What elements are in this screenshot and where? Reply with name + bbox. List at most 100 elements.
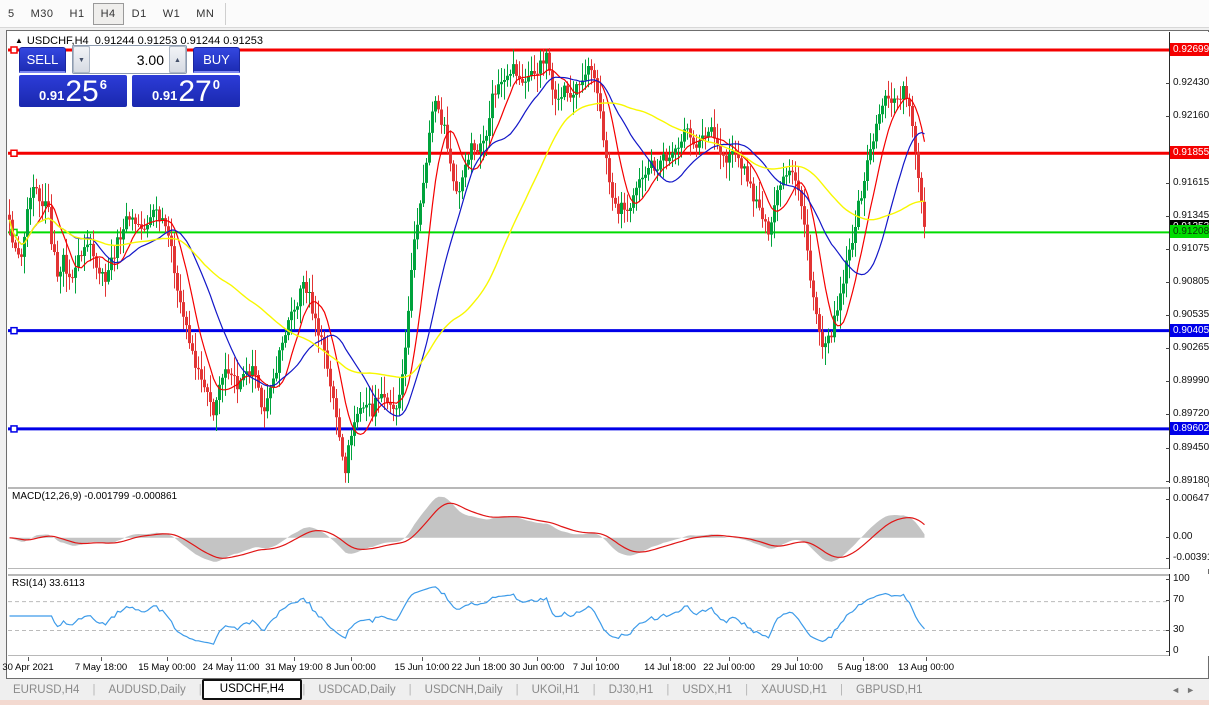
time-axis[interactable]: 30 Apr 2021 7 May 18:00 15 May 00:00 24 May…	[2, 657, 1169, 678]
time-tick	[167, 657, 168, 661]
time-label: 30 Apr 2021	[2, 662, 54, 673]
tab-usdchf-h4[interactable]: USDCHF,H4	[201, 678, 303, 700]
rsi-pane[interactable]: RSI(14) 33.6113	[8, 574, 1169, 656]
tab-usdcnh-daily[interactable]: USDCNH,Daily	[424, 684, 503, 696]
price-tickmark	[1166, 115, 1170, 117]
price-chart-canvas[interactable]	[8, 32, 1169, 483]
moving-average-line	[8, 68, 926, 436]
price-axis-label: 0.90805	[1173, 275, 1209, 287]
buy-price-big: 27	[178, 75, 212, 108]
timeframe-button-h1[interactable]: H1	[69, 8, 85, 20]
price-tickmark	[1166, 381, 1170, 383]
time-label: 22 Jun 18:00	[451, 662, 507, 673]
tab-scroll-left-icon[interactable]: ◄	[1171, 685, 1187, 695]
line-handle[interactable]	[10, 326, 18, 335]
macd-pane[interactable]: MACD(12,26,9) -0.001799 -0.000861	[8, 487, 1169, 569]
time-tick	[729, 657, 730, 661]
moving-average-line	[8, 102, 925, 379]
price-tickmark	[1166, 182, 1170, 184]
collapse-triangle-icon[interactable]: ▲	[15, 36, 23, 45]
price-tickmark	[1166, 447, 1170, 449]
rsi-tickmark	[1166, 651, 1170, 652]
time-label: 31 May 19:00	[265, 662, 323, 673]
sell-price-big: 25	[65, 75, 99, 108]
buy-price-display[interactable]: 0.91 27 0	[132, 75, 240, 107]
price-axis-label: 0.91615	[1173, 176, 1209, 188]
rsi-axis-label: 100	[1173, 573, 1190, 584]
price-tickmark	[1166, 314, 1170, 316]
price-axis-label: 0.89180	[1173, 474, 1209, 486]
tab-eurusd-h4[interactable]: EURUSD,H4	[13, 684, 80, 696]
tab-dj30-h1[interactable]: DJ30,H1	[608, 684, 654, 696]
time-tick	[537, 657, 538, 661]
price-tickmark	[1166, 82, 1170, 84]
price-axis-label: 0.89720	[1173, 408, 1209, 420]
timeframe-button-5[interactable]: 5	[8, 8, 15, 20]
price-axis-label: 0.92160	[1173, 109, 1209, 121]
price-axis[interactable]: 0.92430 0.92160 0.91615 0.91345 0.91075 0.908…	[1166, 32, 1209, 486]
timeframe-button-mn[interactable]: MN	[196, 8, 215, 20]
line-handle[interactable]	[10, 425, 18, 433]
price-tickmark	[1166, 414, 1170, 416]
rsi-tickmark	[1166, 579, 1170, 580]
macd-axis[interactable]: 0.00647 0.00 -0.003916	[1166, 487, 1209, 569]
time-tick	[422, 657, 423, 661]
rsi-axis-label: 70	[1173, 594, 1185, 605]
rsi-line	[9, 586, 925, 645]
chart-ohlc-values: 0.91244 0.91253 0.91244 0.91253	[94, 35, 263, 47]
main-chart-pane[interactable]: ▲ USDCHF,H4 0.91244 0.91253 0.91244 0.912…	[8, 32, 1169, 483]
volume-decrease-button[interactable]: ▼	[73, 46, 90, 73]
sell-price-pip: 6	[99, 77, 107, 92]
tab-separator: |	[745, 684, 749, 696]
volume-increase-button[interactable]: ▲	[169, 46, 186, 73]
volume-input[interactable]	[90, 46, 169, 73]
one-click-trade-panel: SELL ▼ ▲ BUY 0.91 25 6 0.91 27 0	[11, 45, 241, 107]
time-label: 7 May 18:00	[74, 662, 128, 673]
tab-usdcad-daily[interactable]: USDCAD,Daily	[318, 684, 396, 696]
time-label: 29 Jul 10:00	[771, 662, 823, 673]
bottom-strip	[0, 700, 1209, 705]
candle-wicks-up	[24, 49, 904, 483]
time-label: 13 Aug 00:00	[898, 662, 954, 673]
candle-wicks-down	[9, 48, 925, 483]
macd-histogram	[9, 496, 925, 562]
macd-axis-label: -0.003916	[1173, 552, 1209, 563]
price-tickmark	[1166, 347, 1170, 349]
timeframe-button-w1[interactable]: W1	[162, 8, 181, 20]
macd-axis-label: 0.00647	[1173, 493, 1209, 504]
timeframe-button-d1[interactable]: D1	[131, 8, 147, 20]
line-handle[interactable]	[10, 149, 18, 158]
line-handle[interactable]	[10, 46, 18, 54]
buy-price-prefix: 0.91	[152, 88, 178, 103]
time-tick	[294, 657, 295, 661]
tab-separator: |	[198, 684, 202, 696]
tab-separator: |	[592, 684, 596, 696]
sell-button[interactable]: SELL	[19, 47, 66, 73]
tab-scroll-right-icon[interactable]: ►	[1186, 685, 1201, 695]
buy-button[interactable]: BUY	[193, 47, 240, 73]
time-tick	[926, 657, 927, 661]
price-axis-highlight-label: 0.91855	[1170, 146, 1209, 160]
time-tick	[351, 657, 352, 661]
sell-price-display[interactable]: 0.91 25 6	[19, 75, 127, 107]
volume-stepper: ▼ ▲	[72, 45, 187, 74]
macd-indicator-label: MACD(12,26,9) -0.001799 -0.000861	[12, 491, 178, 502]
tab-gbpusd-h1[interactable]: GBPUSD,H1	[856, 684, 923, 696]
macd-canvas[interactable]	[8, 489, 1169, 568]
price-axis-label: 0.89450	[1173, 441, 1209, 453]
time-label: 5 Aug 18:00	[837, 662, 889, 673]
tab-audusd-daily[interactable]: AUDUSD,Daily	[108, 684, 186, 696]
chart-title: ▲ USDCHF,H4 0.91244 0.91253 0.91244 0.912…	[15, 35, 263, 47]
buy-price-pip: 0	[212, 77, 220, 92]
tab-usdx-h1[interactable]: USDX,H1	[682, 684, 733, 696]
price-tickmark	[1166, 248, 1170, 250]
time-label: 8 Jun 00:00	[326, 662, 376, 673]
chart-window: ▲ USDCHF,H4 0.91244 0.91253 0.91244 0.912…	[2, 30, 1209, 679]
rsi-canvas[interactable]	[8, 576, 1169, 655]
timeframe-button-h4[interactable]: H4	[92, 3, 124, 25]
rsi-axis[interactable]: 100 70 30 0	[1166, 573, 1209, 656]
tab-ukoil-h1[interactable]: UKOil,H1	[531, 684, 580, 696]
timeframe-button-m30[interactable]: M30	[30, 8, 54, 20]
tab-scroll-arrows: ◄►	[1171, 685, 1201, 695]
tab-xauusd-h1[interactable]: XAUUSD,H1	[761, 684, 827, 696]
